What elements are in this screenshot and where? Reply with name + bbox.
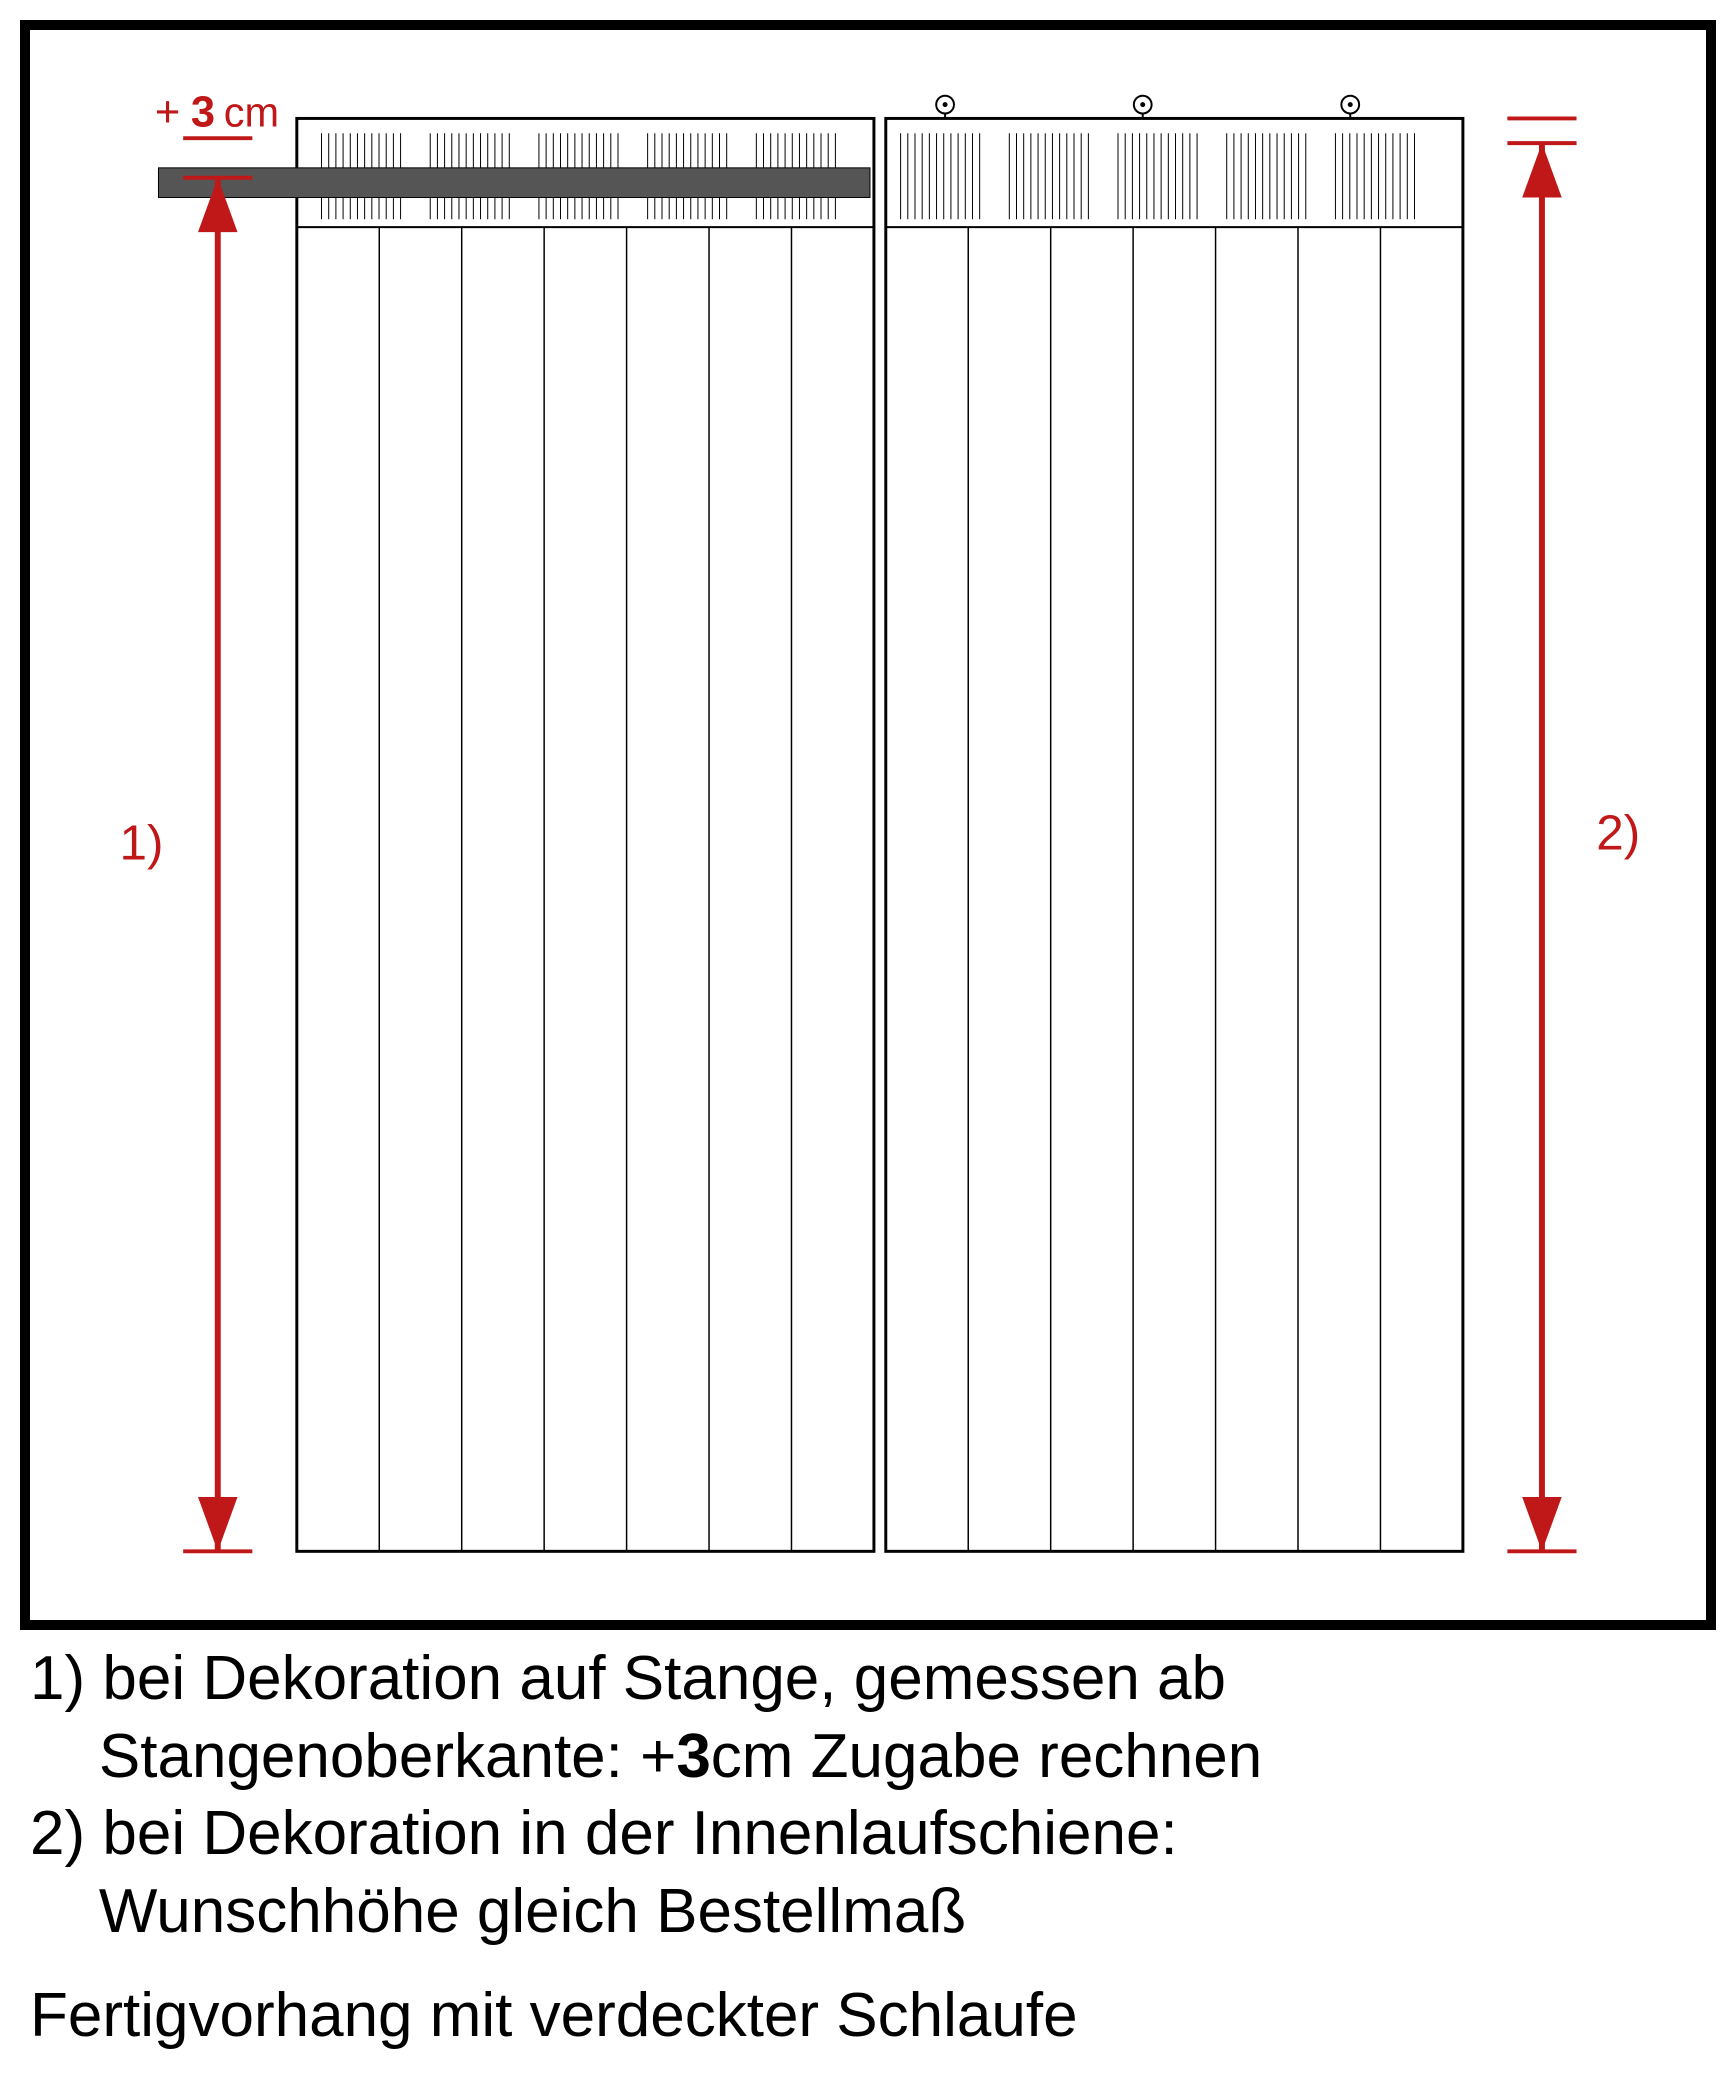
page: +3cm1)2) 1) bei Dekoration auf Stange, g… [0, 20, 1736, 2081]
caption-1b: Stangenoberkante: +3cm Zugabe rechnen [30, 1718, 1706, 1796]
caption-2b: Wunschhöhe gleich Bestellmaß [30, 1873, 1706, 1951]
svg-text:cm: cm [224, 88, 279, 135]
caption-1b-pre: Stangenoberkante: + [30, 1722, 676, 1791]
caption-2a: 2) bei Dekoration in der Innenlaufschien… [30, 1795, 1706, 1873]
subtitle: Fertigvorhang mit verdeckter Schlaufe [30, 1980, 1706, 2051]
caption-block: 1) bei Dekoration auf Stange, gemessen a… [0, 1640, 1736, 2081]
curtain-diagram: +3cm 1) 2) [30, 30, 1706, 1620]
caption-1b-num: 3 [676, 1722, 710, 1791]
svg-text:1): 1) [119, 816, 163, 871]
svg-text:2): 2) [1596, 806, 1640, 861]
svg-text:+: + [155, 88, 180, 136]
caption-1b-post: cm Zugabe rechnen [711, 1722, 1262, 1791]
diagram-frame: +3cm 1) 2) [20, 20, 1716, 1630]
svg-text:3: 3 [191, 88, 215, 136]
caption-1a: 1) bei Dekoration auf Stange, gemessen a… [30, 1640, 1706, 1718]
